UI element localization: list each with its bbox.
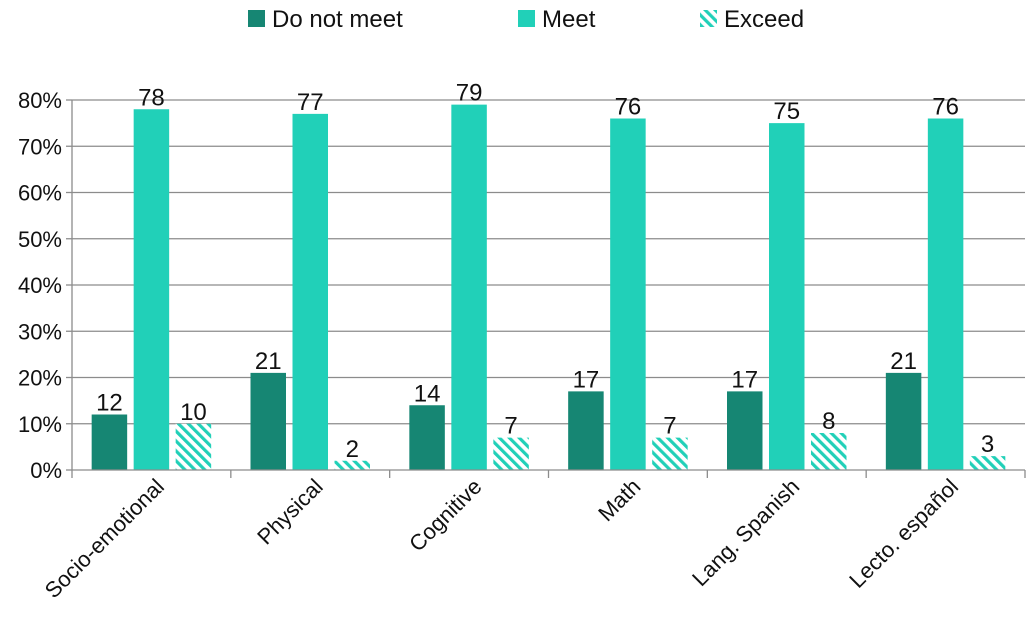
- y-tick-label: 40%: [18, 273, 62, 298]
- data-label-meet: 76: [615, 94, 642, 121]
- bar-do-not-meet: [250, 372, 286, 470]
- bar-exceed: [493, 437, 529, 470]
- bars: [91, 104, 1006, 470]
- bar-do-not-meet: [409, 405, 445, 470]
- y-tick-label: 30%: [18, 319, 62, 344]
- bar-exceed: [652, 437, 688, 470]
- y-tick-label: 10%: [18, 412, 62, 437]
- y-tick-label: 60%: [18, 181, 62, 206]
- category-label: Physical: [252, 474, 328, 550]
- bar-exceed: [334, 460, 370, 470]
- category-label: Lecto. español: [844, 474, 963, 593]
- bar-do-not-meet: [568, 391, 604, 470]
- y-tick-label: 50%: [18, 227, 62, 252]
- bar-meet: [292, 113, 328, 470]
- data-label-do-not-meet: 21: [890, 348, 917, 375]
- data-label-exceed: 3: [981, 431, 994, 458]
- data-label-do-not-meet: 14: [414, 380, 441, 407]
- legend-swatch-meet: [518, 10, 535, 27]
- data-label-meet: 77: [297, 89, 324, 116]
- legend-label-do-not-meet: Do not meet: [272, 6, 403, 33]
- bar-exceed: [811, 433, 847, 470]
- gridlines: [72, 99, 1025, 425]
- category-label: Socio-emotional: [40, 474, 169, 603]
- data-label-do-not-meet: 21: [255, 348, 282, 375]
- data-label-meet: 76: [932, 94, 959, 121]
- category-label: Cognitive: [404, 474, 487, 557]
- bar-exceed: [969, 456, 1006, 470]
- bar-meet: [769, 123, 805, 470]
- data-label-exceed: 7: [504, 413, 517, 440]
- data-label-do-not-meet: 17: [731, 366, 758, 393]
- bar-do-not-meet: [727, 391, 763, 470]
- bar-meet: [927, 118, 964, 470]
- y-tick-label: 80%: [18, 88, 62, 113]
- category-label: Lang. Spanish: [687, 474, 804, 591]
- data-labels: 12 78 10 21 77 2 14 79 7 17 76 7 17 75 8 21 76 3: [96, 80, 994, 463]
- data-label-meet: 79: [456, 80, 483, 107]
- legend: Do not meet Meet Exceed: [248, 6, 804, 33]
- bar-meet: [133, 109, 170, 470]
- data-label-meet: 75: [773, 98, 800, 125]
- data-label-exceed: 7: [663, 413, 676, 440]
- legend-label-meet: Meet: [542, 6, 596, 33]
- y-axis: 0% 10% 20% 30% 40% 50% 60% 70% 80%: [18, 88, 73, 483]
- y-tick-label: 20%: [18, 366, 62, 391]
- x-axis: Socio-emotional Physical Cognitive Math Lang…: [40, 469, 1026, 603]
- data-label-meet: 78: [138, 84, 165, 111]
- bar-meet: [610, 118, 646, 470]
- bar-do-not-meet: [885, 372, 922, 470]
- bar-meet: [451, 104, 487, 470]
- data-label-do-not-meet: 12: [96, 390, 123, 417]
- legend-swatch-exceed: [700, 10, 717, 27]
- data-label-exceed: 2: [346, 436, 359, 463]
- bar-exceed: [175, 423, 212, 470]
- data-label-exceed: 8: [822, 408, 835, 435]
- y-tick-label: 70%: [18, 134, 62, 159]
- data-label-do-not-meet: 17: [573, 366, 600, 393]
- category-label: Math: [593, 474, 645, 526]
- y-tick-label: 0%: [30, 458, 62, 483]
- bar-do-not-meet: [91, 414, 128, 470]
- legend-label-exceed: Exceed: [724, 6, 804, 33]
- data-label-exceed: 10: [180, 399, 207, 426]
- legend-swatch-do-not-meet: [248, 10, 265, 27]
